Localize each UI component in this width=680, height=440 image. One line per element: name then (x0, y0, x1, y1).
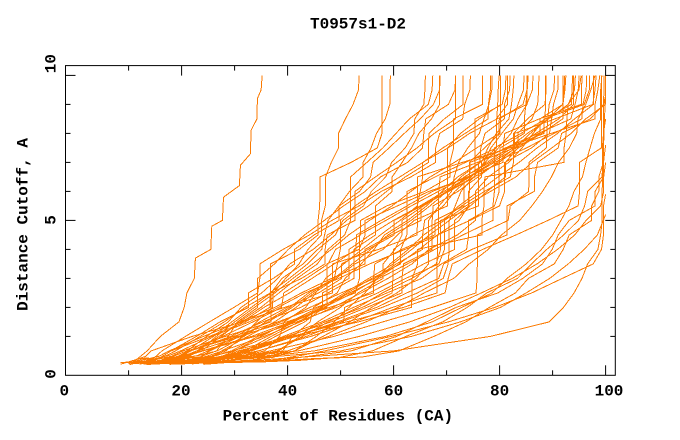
svg-text:20: 20 (171, 383, 190, 401)
svg-text:40: 40 (278, 383, 297, 401)
svg-text:0: 0 (43, 369, 61, 379)
svg-text:100: 100 (595, 383, 624, 401)
svg-text:Distance Cutoff, A: Distance Cutoff, A (15, 138, 33, 311)
svg-text:10: 10 (43, 54, 61, 73)
svg-text:Percent of Residues (CA): Percent of Residues (CA) (223, 408, 453, 426)
svg-text:0: 0 (59, 383, 69, 401)
svg-text:80: 80 (490, 383, 509, 401)
svg-text:T0957s1-D2: T0957s1-D2 (310, 16, 406, 34)
svg-text:60: 60 (384, 383, 403, 401)
svg-text:5: 5 (43, 215, 61, 225)
